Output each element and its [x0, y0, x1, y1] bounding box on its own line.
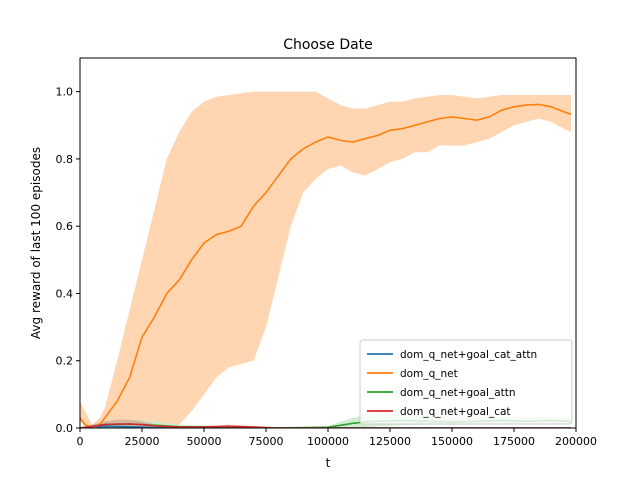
x-tick-label: 175000 — [493, 435, 535, 448]
x-tick-label: 0 — [77, 435, 84, 448]
x-axis-label: t — [326, 456, 331, 470]
chart-title: Choose Date — [283, 37, 373, 53]
x-tick-label: 125000 — [369, 435, 411, 448]
y-tick-label: 0.2 — [56, 355, 74, 368]
legend-entry: dom_q_net+goal_cat — [400, 406, 511, 418]
legend-entry: dom_q_net — [400, 368, 458, 380]
x-tick-label: 25000 — [125, 435, 160, 448]
x-tick-label: 200000 — [555, 435, 597, 448]
legend: dom_q_net+goal_cat_attn dom_q_net dom_q_ne… — [359, 339, 573, 425]
x-tick-label: 150000 — [431, 435, 473, 448]
legend-box — [359, 339, 573, 425]
y-axis-label: Avg reward of last 100 episodes — [29, 147, 43, 339]
legend-entry: dom_q_net+goal_cat_attn — [400, 349, 537, 361]
y-tick-label: 0.4 — [56, 287, 74, 300]
y-axis: 0.0 0.2 0.4 0.6 0.8 1.0 — [56, 86, 80, 435]
x-axis: 0 25000 50000 75000 100000 125000 150000 175000… — [77, 428, 597, 448]
x-tick-label: 75000 — [249, 435, 284, 448]
y-tick-label: 0.8 — [56, 153, 74, 166]
y-tick-label: 0.6 — [56, 220, 74, 233]
series-line-1 — [80, 103, 572, 428]
x-tick-label: 50000 — [187, 435, 222, 448]
x-tick-label: 100000 — [307, 435, 349, 448]
y-tick-label: 1.0 — [56, 86, 74, 99]
series-line-0 — [80, 425, 571, 428]
y-tick-label: 0.0 — [56, 422, 74, 435]
legend-entry: dom_q_net+goal_attn — [400, 387, 516, 399]
series-band-1 — [80, 91, 571, 428]
series-line-3 — [80, 423, 571, 428]
